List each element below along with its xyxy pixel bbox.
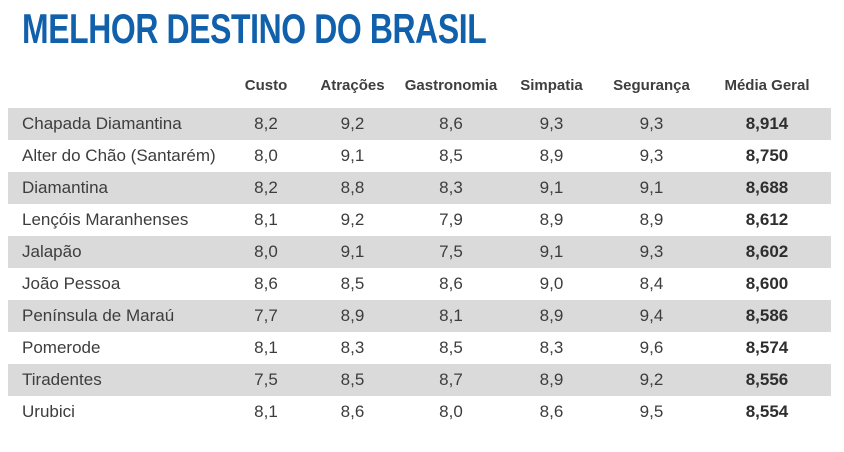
- seguranca-value: 9,3: [639, 114, 664, 133]
- media-geral-value: 8,914: [745, 114, 789, 133]
- destination-name: Chapada Diamantina: [22, 114, 182, 133]
- custo-value: 8,0: [254, 242, 278, 261]
- table-row: Península de Maraú 7,7 8,9 8,1 8,9 9,4 8…: [8, 300, 831, 332]
- gastronomia-value: 8,5: [439, 146, 463, 165]
- custo-value: 8,1: [254, 210, 278, 229]
- destination-name: Urubici: [22, 402, 75, 421]
- atracoes-value: 9,1: [340, 242, 365, 261]
- table-body: Chapada Diamantina 8,2 9,2 8,6 9,3 9,3 8…: [8, 108, 831, 428]
- column-header-destination: [8, 60, 226, 108]
- custo-value: 8,2: [254, 114, 278, 133]
- destination-name: Diamantina: [22, 178, 108, 197]
- media-geral-value: 8,750: [745, 146, 789, 165]
- atracoes-value: 9,1: [340, 146, 365, 165]
- custo-value: 8,0: [254, 146, 278, 165]
- custo-value: 8,1: [254, 338, 278, 357]
- simpatia-value: 9,1: [539, 242, 564, 261]
- destination-name: Pomerode: [22, 338, 101, 357]
- simpatia-value: 8,3: [539, 338, 564, 357]
- gastronomia-value: 7,5: [439, 242, 463, 261]
- table-row: Lençóis Maranhenses 8,1 9,2 7,9 8,9 8,9 …: [8, 204, 831, 236]
- column-header-media-geral: Média Geral: [703, 60, 831, 108]
- atracoes-value: 8,8: [340, 178, 365, 197]
- gastronomia-value: 8,1: [439, 306, 463, 325]
- destination-name: João Pessoa: [22, 274, 121, 293]
- destination-name: Lençóis Maranhenses: [22, 210, 189, 229]
- seguranca-value: 8,9: [639, 210, 664, 229]
- atracoes-value: 9,2: [340, 114, 365, 133]
- simpatia-value: 8,6: [539, 402, 564, 421]
- gastronomia-value: 7,9: [439, 210, 463, 229]
- custo-value: 8,6: [254, 274, 278, 293]
- simpatia-value: 9,1: [539, 178, 564, 197]
- simpatia-value: 8,9: [539, 210, 564, 229]
- table-row: João Pessoa 8,6 8,5 8,6 9,0 8,4 8,600: [8, 268, 831, 300]
- seguranca-value: 9,4: [639, 306, 664, 325]
- page-title: MELHOR DESTINO DO BRASIL: [22, 5, 487, 52]
- gastronomia-value: 8,6: [439, 114, 463, 133]
- column-header-seguranca: Segurança: [600, 60, 703, 108]
- gastronomia-value: 8,6: [439, 274, 463, 293]
- gastronomia-value: 8,3: [439, 178, 463, 197]
- atracoes-value: 8,9: [340, 306, 365, 325]
- media-geral-value: 8,556: [745, 370, 789, 389]
- column-header-gastronomia: Gastronomia: [399, 60, 503, 108]
- seguranca-value: 9,5: [639, 402, 664, 421]
- media-geral-value: 8,602: [745, 242, 789, 261]
- media-geral-value: 8,688: [745, 178, 789, 197]
- column-header-custo: Custo: [226, 60, 306, 108]
- table-row: Tiradentes 7,5 8,5 8,7 8,9 9,2 8,556: [8, 364, 831, 396]
- destination-name: Jalapão: [22, 242, 82, 261]
- simpatia-value: 8,9: [539, 370, 564, 389]
- atracoes-value: 8,5: [340, 370, 365, 389]
- seguranca-value: 9,6: [639, 338, 664, 357]
- seguranca-value: 9,1: [639, 178, 664, 197]
- destination-name: Tiradentes: [22, 370, 102, 389]
- table-row: Chapada Diamantina 8,2 9,2 8,6 9,3 9,3 8…: [8, 108, 831, 140]
- simpatia-value: 8,9: [539, 306, 564, 325]
- gastronomia-value: 8,5: [439, 338, 463, 357]
- destination-name: Península de Maraú: [22, 306, 175, 325]
- gastronomia-value: 8,0: [439, 402, 463, 421]
- media-geral-value: 8,600: [745, 274, 789, 293]
- media-geral-value: 8,586: [745, 306, 789, 325]
- simpatia-value: 9,0: [539, 274, 564, 293]
- destination-name: Alter do Chão (Santarém): [22, 146, 216, 165]
- table-row: Jalapão 8,0 9,1 7,5 9,1 9,3 8,602: [8, 236, 831, 268]
- table-row: Urubici 8,1 8,6 8,0 8,6 9,5 8,554: [8, 396, 831, 428]
- custo-value: 7,7: [254, 306, 278, 325]
- seguranca-value: 9,3: [639, 146, 664, 165]
- media-geral-value: 8,554: [745, 402, 789, 421]
- custo-value: 8,1: [254, 402, 278, 421]
- destination-ranking-table: Custo Atrações Gastronomia Simpatia Segu…: [8, 60, 831, 428]
- custo-value: 7,5: [254, 370, 278, 389]
- table-header: Custo Atrações Gastronomia Simpatia Segu…: [8, 60, 831, 108]
- table-row: Alter do Chão (Santarém) 8,0 9,1 8,5 8,9…: [8, 140, 831, 172]
- table-row: Pomerode 8,1 8,3 8,5 8,3 9,6 8,574: [8, 332, 831, 364]
- header-row: Custo Atrações Gastronomia Simpatia Segu…: [8, 60, 831, 108]
- atracoes-value: 8,6: [340, 402, 365, 421]
- atracoes-value: 9,2: [340, 210, 365, 229]
- custo-value: 8,2: [254, 178, 278, 197]
- seguranca-value: 9,3: [639, 242, 664, 261]
- atracoes-value: 8,5: [340, 274, 365, 293]
- media-geral-value: 8,612: [745, 210, 789, 229]
- column-header-simpatia: Simpatia: [503, 60, 600, 108]
- seguranca-value: 8,4: [639, 274, 664, 293]
- seguranca-value: 9,2: [639, 370, 664, 389]
- media-geral-value: 8,574: [745, 338, 789, 357]
- atracoes-value: 8,3: [340, 338, 365, 357]
- gastronomia-value: 8,7: [439, 370, 463, 389]
- simpatia-value: 8,9: [539, 146, 564, 165]
- simpatia-value: 9,3: [539, 114, 564, 133]
- table-row: Diamantina 8,2 8,8 8,3 9,1 9,1 8,688: [8, 172, 831, 204]
- column-header-atracoes: Atrações: [306, 60, 399, 108]
